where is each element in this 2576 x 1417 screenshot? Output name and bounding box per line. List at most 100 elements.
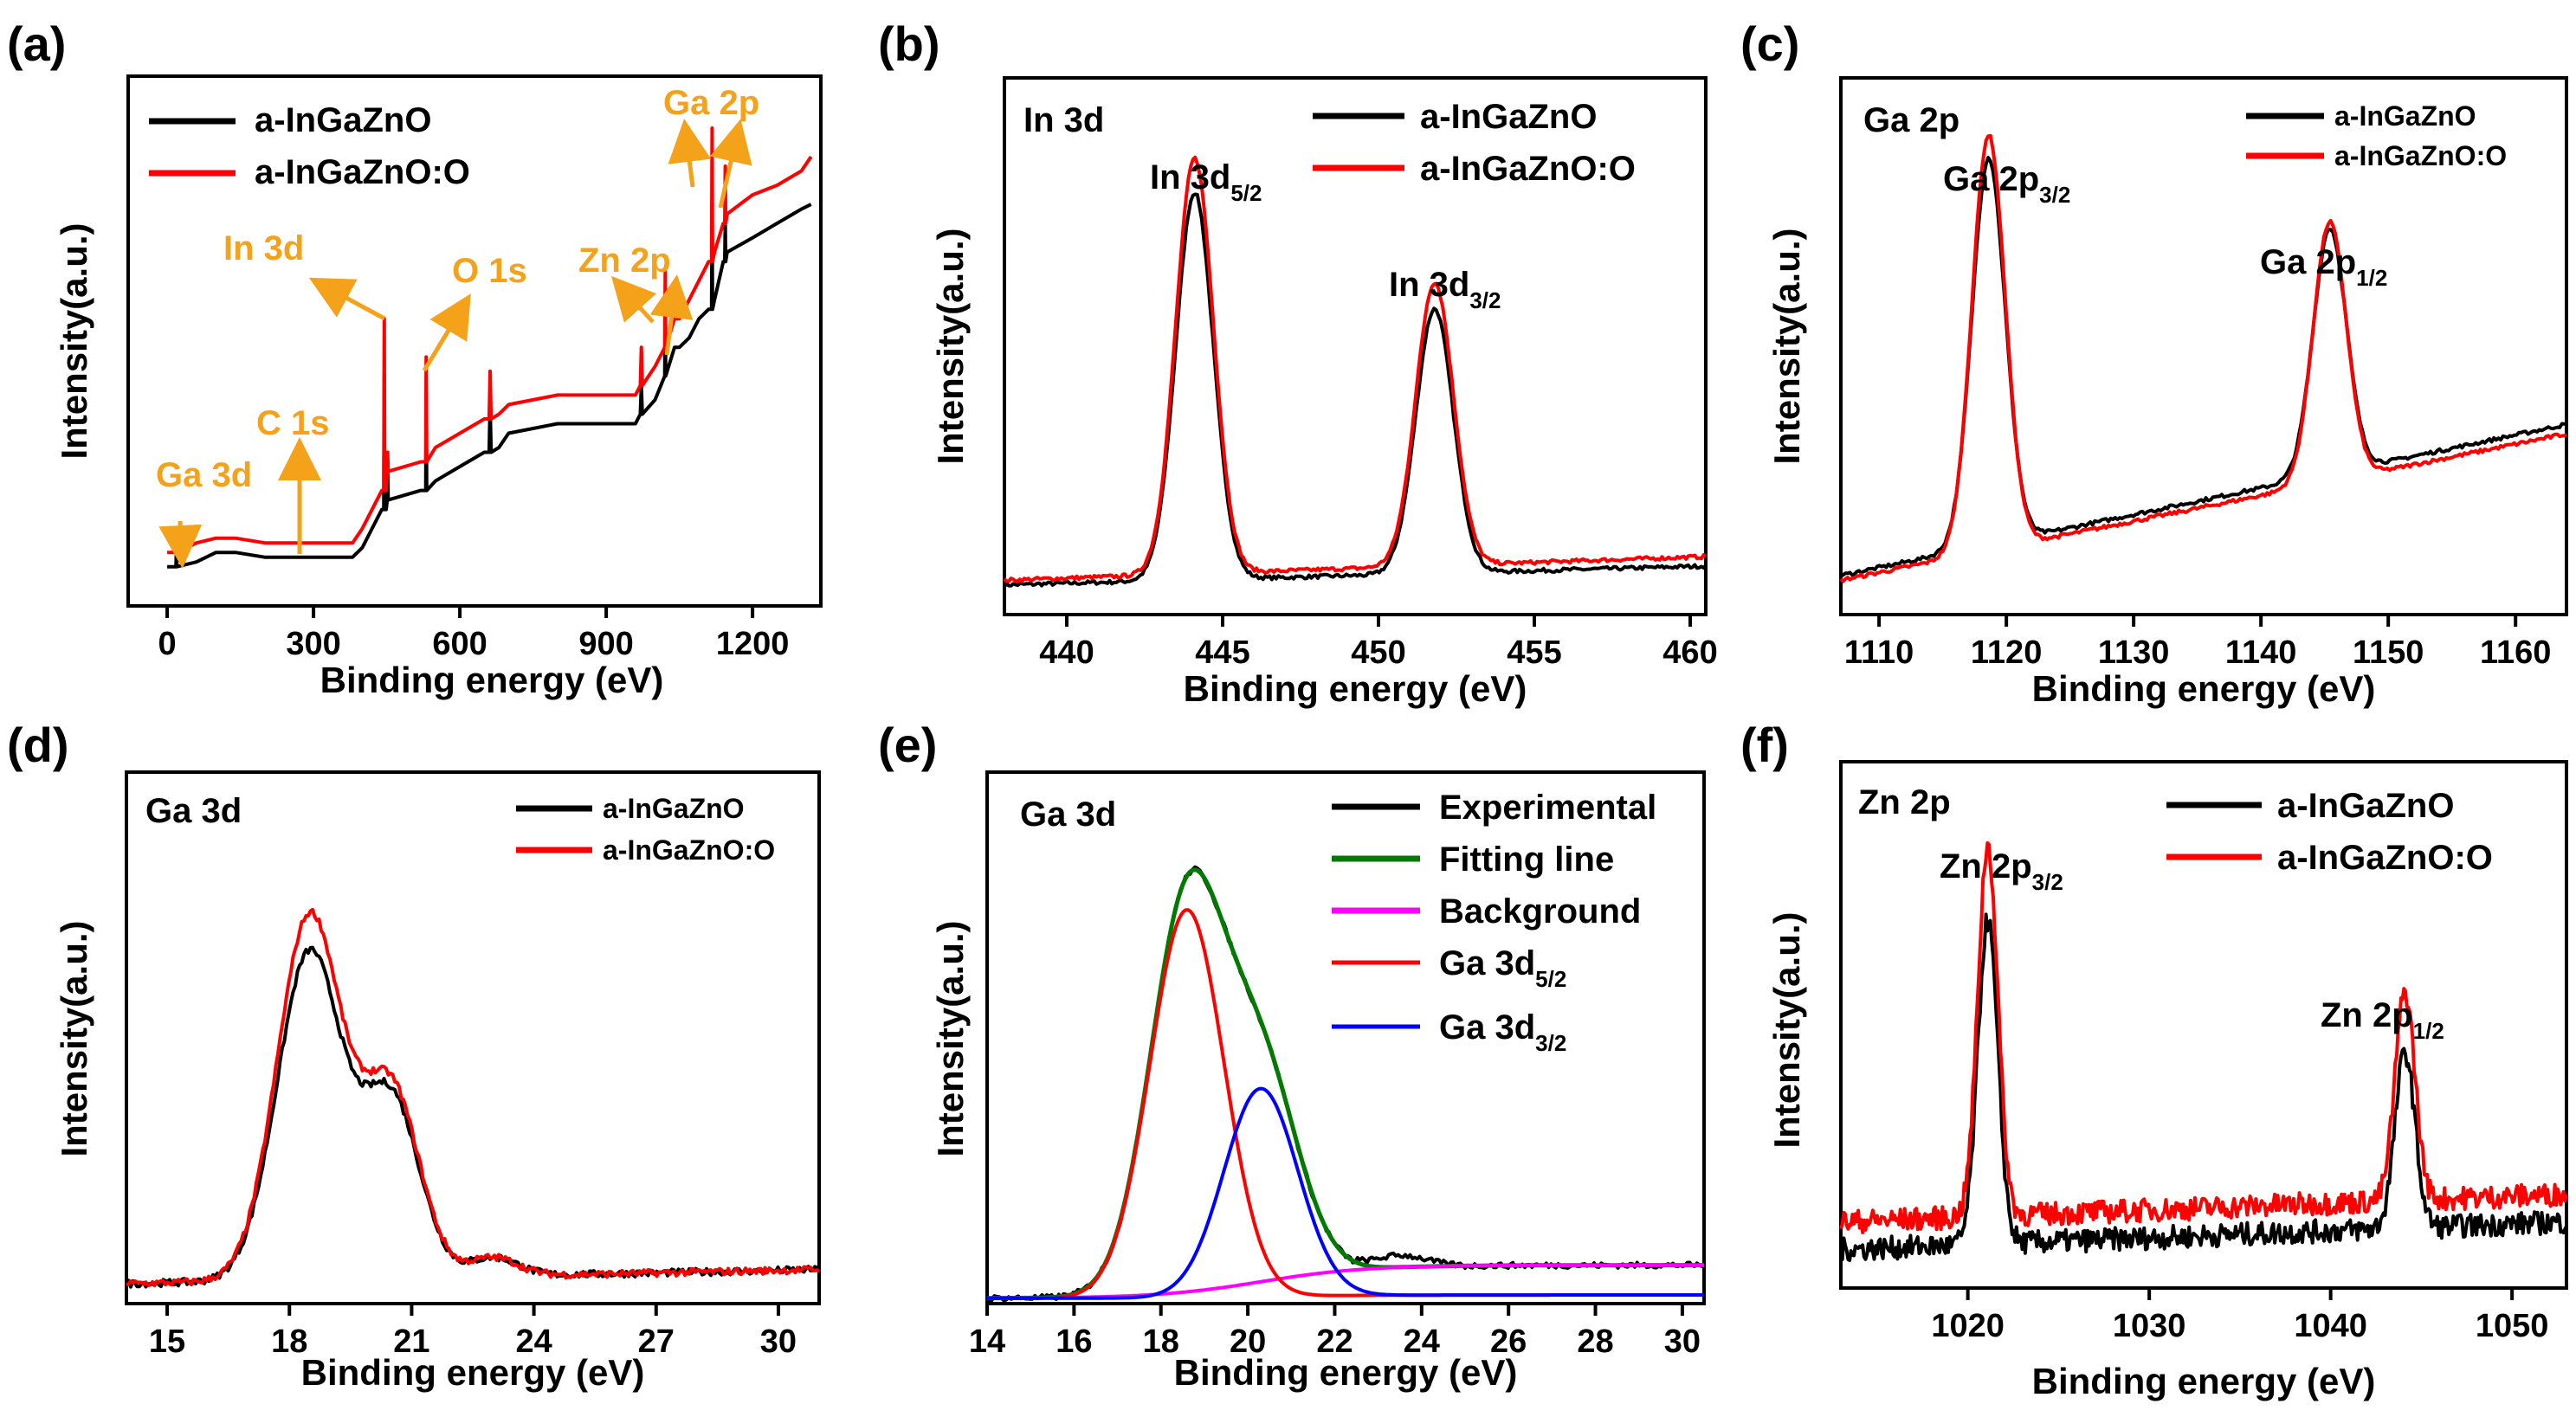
series-line-e-experimental — [985, 865, 1705, 1303]
panel-label-d: (d) — [7, 718, 69, 772]
x-tick-label-a-2: 600 — [432, 626, 487, 662]
x-tick-label-e-8: 30 — [1664, 1324, 1701, 1360]
peak-label-zn2p32: Zn 2p3/2 — [1940, 847, 2063, 895]
series-line-a-1 — [167, 126, 813, 555]
y-axis-label-f: Intensity(a.u.) — [1766, 911, 1807, 1148]
peak-label-zn2p12-sub: 1/2 — [2413, 1018, 2444, 1044]
plot-frame-a — [126, 74, 823, 608]
panel-f: (f) 1020 1030 1040 1050 Binding energy (eV)… — [1740, 718, 2568, 1401]
x-tick-label-d-3: 24 — [515, 1324, 552, 1360]
x-tick-label-e-0: 14 — [969, 1324, 1005, 1360]
x-tick-label-b-3: 455 — [1507, 634, 1561, 671]
peak-label-zn2p32-sub: 3/2 — [2032, 869, 2063, 895]
panel-title-f: Zn 2p — [1858, 783, 1951, 821]
annotation-c1s-a: C 1s — [256, 404, 330, 442]
panel-label-a: (a) — [7, 16, 66, 71]
x-axis-label-a: Binding energy (eV) — [320, 660, 664, 700]
panel-c: (c) 1110 1120 1130 1140 1150 1160 Binding ene… — [1740, 16, 2568, 709]
x-tick-label-b-4: 460 — [1662, 634, 1717, 671]
series-line-e-fitting — [987, 867, 1704, 1301]
legend-label-f-1: a-InGaZnO:O — [2277, 839, 2493, 877]
plot-frame-d — [125, 770, 821, 1305]
x-tick-label-c-5: 1160 — [2480, 634, 2551, 671]
y-axis-label-b: Intensity(a.u.) — [930, 228, 971, 464]
peak-label-in3d32-sub: 3/2 — [1469, 287, 1501, 313]
annotation-ga2p-a: Ga 2p — [663, 84, 759, 122]
peak-label-in3d52-main: In 3d — [1150, 158, 1230, 196]
x-tick-label-b-1: 445 — [1195, 634, 1249, 671]
x-tick-label-c-3: 1140 — [2225, 634, 2296, 671]
x-tick-label-f-2: 1040 — [2294, 1308, 2367, 1344]
series-line-f-0 — [1839, 912, 2568, 1263]
series-line-b-0 — [1003, 192, 1708, 589]
series-line-a-0 — [167, 203, 812, 569]
annotation-arrow-ga3d — [158, 520, 203, 569]
annotation-arrow-in3d — [308, 277, 386, 321]
x-tick-label-a-3: 900 — [578, 626, 633, 662]
panel-d: (d) 15 18 21 24 27 30 Binding energy (eV) Int… — [7, 718, 821, 1393]
legend-label-d-0: a-InGaZnO — [603, 793, 745, 824]
x-tick-label-e-4: 22 — [1316, 1324, 1353, 1360]
legend-label-e-0: Experimental — [1439, 789, 1656, 827]
legend-label-b-0: a-InGaZnO — [1420, 98, 1597, 136]
peak-label-ga2p12-main: Ga 2p — [2260, 243, 2356, 281]
x-tick-label-a-1: 300 — [286, 626, 340, 662]
legend-label-e-3: Ga 3d5/2 — [1439, 944, 1566, 992]
x-tick-label-a-4: 1200 — [716, 626, 790, 662]
x-tick-label-e-5: 24 — [1404, 1324, 1440, 1360]
x-tick-label-b-2: 450 — [1351, 634, 1405, 671]
x-tick-label-d-1: 18 — [271, 1324, 307, 1360]
x-tick-label-d-5: 30 — [760, 1324, 797, 1360]
x-tick-label-a-0: 0 — [158, 626, 177, 662]
series-lines-f — [1839, 841, 2568, 1263]
legend-label-b-1: a-InGaZnO:O — [1420, 150, 1636, 188]
legend-label-e-4: Ga 3d3/2 — [1439, 1008, 1566, 1056]
panel-title-e: Ga 3d — [1020, 795, 1116, 834]
x-tick-label-f-0: 1020 — [1931, 1308, 2005, 1344]
x-tick-label-e-3: 20 — [1230, 1324, 1266, 1360]
y-axis-label-e: Intensity(a.u.) — [930, 920, 971, 1156]
peak-label-in3d32: In 3d3/2 — [1389, 266, 1501, 313]
panel-e: (e) 14 16 18 20 22 24 26 28 30 Binding energy (e… — [878, 718, 1706, 1393]
annotation-arrow-ga2p-1 — [668, 119, 712, 188]
x-tick-label-c-4: 1150 — [2353, 634, 2424, 671]
legend-label-e-2: Background — [1439, 892, 1641, 931]
series-lines-d — [125, 907, 821, 1289]
y-axis-label-c: Intensity(a.u.) — [1766, 228, 1807, 464]
plot-frame-e — [985, 770, 1706, 1305]
panel-label-b: (b) — [878, 16, 940, 71]
x-ticks-c: 1110 1120 1130 1140 1150 1160 — [1844, 615, 2551, 671]
legend-label-c-0: a-InGaZnO — [2334, 100, 2476, 132]
legend-label-a-1: a-InGaZnO:O — [255, 153, 470, 191]
x-tick-label-c-1: 1120 — [1971, 634, 2042, 671]
legend-label-e-3-main: Ga 3d — [1439, 944, 1535, 982]
legend-label-a-0: a-InGaZnO — [255, 101, 431, 139]
x-ticks-e: 14 16 18 20 22 24 26 28 30 — [969, 1304, 1701, 1360]
series-lines-c — [1839, 133, 2567, 583]
x-axis-label-d: Binding energy (eV) — [301, 1352, 645, 1393]
peak-label-ga2p32-sub: 3/2 — [2039, 182, 2070, 208]
peak-label-ga2p32-main: Ga 2p — [1943, 160, 2039, 198]
x-tick-label-c-2: 1130 — [2098, 634, 2169, 671]
series-line-e-ga3d52 — [987, 908, 1704, 1300]
x-ticks-a: 0 300 600 900 1200 — [158, 606, 790, 662]
series-line-f-1 — [1839, 841, 2568, 1234]
x-tick-label-f-3: 1050 — [2476, 1308, 2549, 1344]
y-axis-label-a: Intensity(a.u.) — [54, 222, 94, 459]
peak-label-ga2p12: Ga 2p1/2 — [2260, 243, 2387, 291]
peak-label-ga2p12-sub: 1/2 — [2356, 265, 2387, 291]
panel-label-e: (e) — [878, 718, 937, 772]
x-tick-label-e-7: 28 — [1577, 1324, 1613, 1360]
annotation-o1s-a: O 1s — [452, 252, 527, 290]
x-axis-label-e: Binding energy (eV) — [1174, 1352, 1518, 1393]
peak-label-in3d52: In 3d5/2 — [1150, 158, 1262, 206]
series-line-b-1 — [1003, 155, 1708, 583]
peak-label-ga2p32: Ga 2p3/2 — [1943, 160, 2070, 208]
legend-label-d-1: a-InGaZnO:O — [603, 834, 775, 866]
series-lines-b — [1003, 155, 1708, 589]
series-lines-e — [985, 865, 1705, 1303]
plot-frame-c — [1839, 76, 2568, 616]
panel-b: (b) 440 445 450 455 460 Binding energy (eV) … — [878, 16, 1718, 709]
x-tick-label-e-1: 16 — [1056, 1324, 1092, 1360]
